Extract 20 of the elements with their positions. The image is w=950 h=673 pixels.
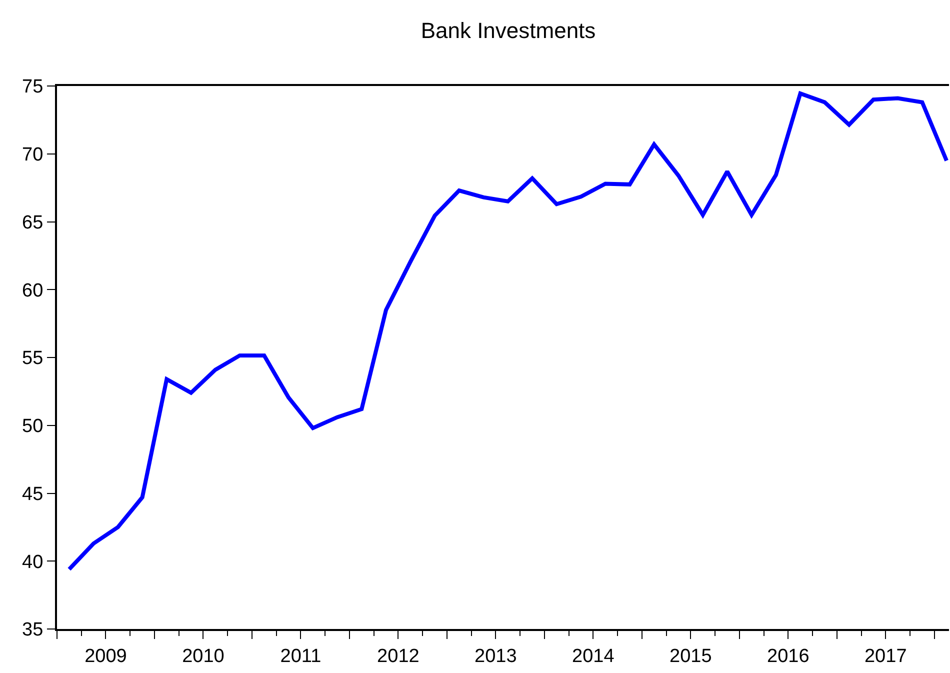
- x-tick-label: 2010: [182, 646, 224, 667]
- x-tick-label: 2013: [474, 646, 517, 667]
- x-tick-label: 2012: [377, 646, 420, 667]
- chart-title: Bank Investments: [420, 18, 596, 43]
- line-series: [67, 91, 949, 572]
- y-tick-label: 45: [22, 484, 44, 505]
- y-tick-label: 75: [22, 76, 44, 98]
- y-tick-label: 55: [22, 348, 44, 370]
- y-tick-label: 60: [22, 280, 44, 302]
- y-tick-label: 65: [22, 212, 44, 234]
- y-tick-label: 70: [22, 144, 44, 166]
- x-tick-label: 2015: [670, 646, 712, 667]
- y-tick-label: 50: [22, 416, 44, 438]
- x-tick-label: 2016: [767, 646, 810, 667]
- x-tick-label: 2014: [572, 646, 615, 667]
- x-tick-label: 2009: [84, 646, 127, 667]
- y-tick-label: 40: [22, 552, 44, 573]
- y-tick-label: 35: [22, 620, 44, 641]
- x-tick-label: 2017: [864, 646, 907, 667]
- x-tick-label: 2011: [280, 646, 322, 667]
